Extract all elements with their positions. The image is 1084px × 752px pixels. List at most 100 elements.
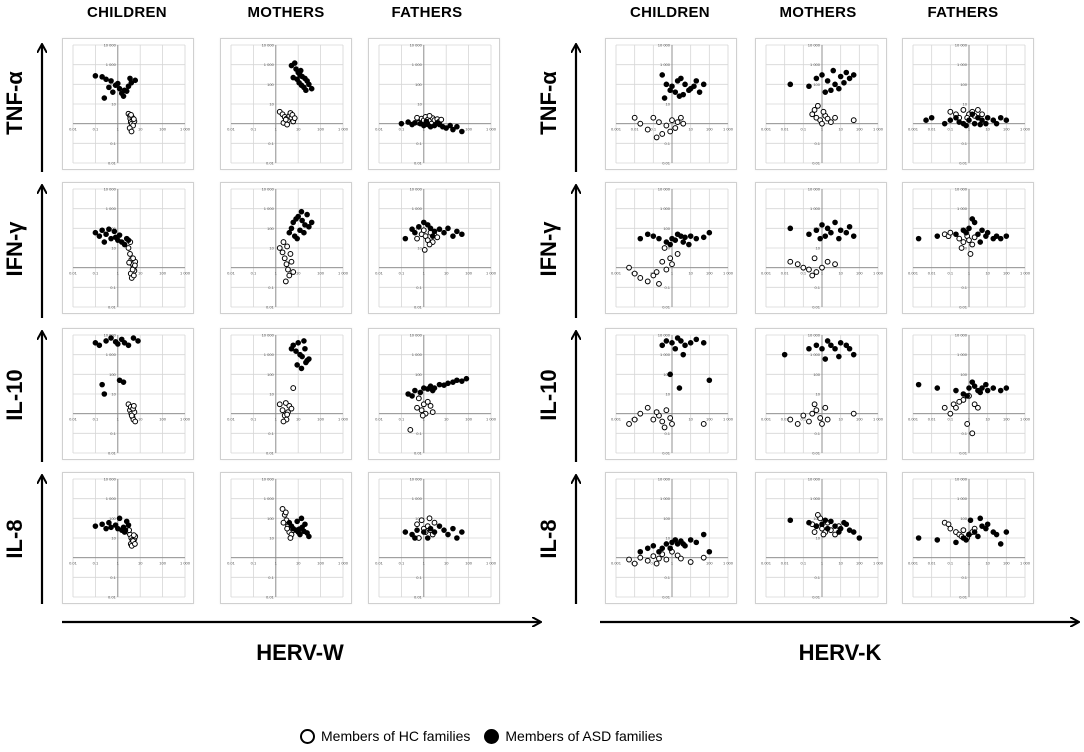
asd-point xyxy=(680,541,687,547)
x-tick-label: 10 xyxy=(985,561,990,566)
asd-point xyxy=(103,338,109,344)
asd-point xyxy=(817,235,823,242)
hc-point xyxy=(663,122,670,129)
y-tick-label: 100 xyxy=(267,82,274,87)
legend-item-asd: Members of ASD families xyxy=(484,728,663,744)
hc-point xyxy=(667,415,674,421)
y-tick-label: 10 xyxy=(666,102,671,107)
panel-k-il8-mothers: 0.001 0.01 0.1 1 10 100 1 000 0.01 0.1 10 100 1 000… xyxy=(755,472,887,604)
asd-point xyxy=(291,60,298,66)
x-tick-label: 1 000 xyxy=(1020,561,1031,566)
asd-point xyxy=(306,223,312,230)
asd-point xyxy=(402,235,409,242)
asd-point xyxy=(672,237,679,243)
x-tick-label: 0.01 xyxy=(375,127,384,132)
asd-point xyxy=(99,521,105,528)
hc-point xyxy=(947,410,954,417)
asd-point xyxy=(650,233,657,239)
asd-point xyxy=(680,239,687,245)
asd-point xyxy=(841,79,847,86)
scatter-plot-w-ifn-children: 0.01 0.1 1 10 100 1 000 0.01 0.1 10 100 1 000 10 00… xyxy=(69,187,191,310)
x-tick-label: 0.1 xyxy=(948,271,954,276)
y-tick-label: 10 xyxy=(816,246,821,251)
y-tick-label: 10 000 xyxy=(262,477,275,482)
asd-point xyxy=(420,529,427,535)
asd-point xyxy=(706,229,713,236)
hc-point xyxy=(276,245,283,251)
asd-point xyxy=(412,229,418,236)
asd-point xyxy=(661,95,668,101)
hc-point xyxy=(282,278,289,285)
hc-point xyxy=(276,401,283,408)
hc-point xyxy=(418,407,425,414)
y-tick-label: 100 xyxy=(960,82,967,87)
y-tick-label: 1 000 xyxy=(957,352,968,357)
asd-point xyxy=(123,235,130,242)
hc-point xyxy=(126,259,133,266)
asd-point xyxy=(686,87,692,94)
asd-point xyxy=(434,120,441,126)
col-head-herv-k-fathers: FATHERS xyxy=(927,4,999,21)
y-tick-label: 0.01 xyxy=(266,161,275,166)
asd-point xyxy=(450,525,456,532)
hc-point xyxy=(811,107,818,113)
hc-point xyxy=(814,511,821,518)
x-tick-label: 10 xyxy=(138,561,143,566)
asd-point xyxy=(116,85,123,92)
y-tick-label: 10 000 xyxy=(262,187,275,192)
y-tick-label: 0.1 xyxy=(961,141,967,146)
asd-point xyxy=(706,377,713,384)
asd-point xyxy=(706,548,713,555)
asd-point xyxy=(106,84,112,91)
asd-point xyxy=(806,83,812,90)
y-tick-label: 10 xyxy=(269,246,274,251)
x-tick-label: 0.01 xyxy=(928,561,937,566)
asd-point xyxy=(297,227,303,234)
y-tick-label: 0.01 xyxy=(812,451,821,456)
x-tick-label: 10 xyxy=(838,271,843,276)
hc-point xyxy=(832,114,838,121)
asd-point xyxy=(787,81,794,88)
asd-point xyxy=(99,227,105,234)
hc-point xyxy=(426,112,433,119)
x-tick-label: 0.1 xyxy=(251,561,257,566)
y-tick-label: 10 xyxy=(666,392,671,397)
asd-point xyxy=(693,78,700,84)
hc-point xyxy=(279,506,286,512)
x-tick-label: 0.01 xyxy=(928,417,937,422)
asd-point xyxy=(429,387,436,394)
hc-point xyxy=(130,272,137,279)
y-tick-label: 1 000 xyxy=(810,62,821,67)
x-tick-label: 100 xyxy=(1003,127,1010,132)
y-tick-label: 1 000 xyxy=(264,352,275,357)
y-tick-label: 0.01 xyxy=(959,305,968,310)
x-tick-label: 0.01 xyxy=(375,417,384,422)
x-tick-label: 1 000 xyxy=(180,417,191,422)
hc-point xyxy=(130,255,136,262)
y-tick-label: 10 000 xyxy=(262,333,275,338)
asd-point xyxy=(828,518,834,525)
asd-point xyxy=(96,342,103,349)
x-tick-label: 0.01 xyxy=(781,127,790,132)
hc-point xyxy=(811,255,818,262)
asd-point xyxy=(686,241,692,248)
asd-point xyxy=(120,93,127,99)
y-tick-label: 0.01 xyxy=(662,305,671,310)
y-tick-label: 10 000 xyxy=(808,187,821,192)
scatter-plot-w-il10-mothers: 0.01 0.1 1 10 100 1 000 0.01 0.1 10 100 1 000 10 00… xyxy=(227,333,349,456)
hc-point xyxy=(291,115,298,122)
asd-point xyxy=(308,85,315,92)
hc-point xyxy=(960,107,967,113)
hc-point xyxy=(667,128,674,135)
hc-point xyxy=(626,264,632,271)
hc-point xyxy=(280,519,287,526)
hc-point xyxy=(644,404,651,411)
y-tick-label: 0.1 xyxy=(110,575,116,580)
x-tick-label: 0.1 xyxy=(93,417,99,422)
hc-point xyxy=(637,120,644,127)
hc-point xyxy=(626,421,632,427)
hc-point xyxy=(669,117,675,124)
